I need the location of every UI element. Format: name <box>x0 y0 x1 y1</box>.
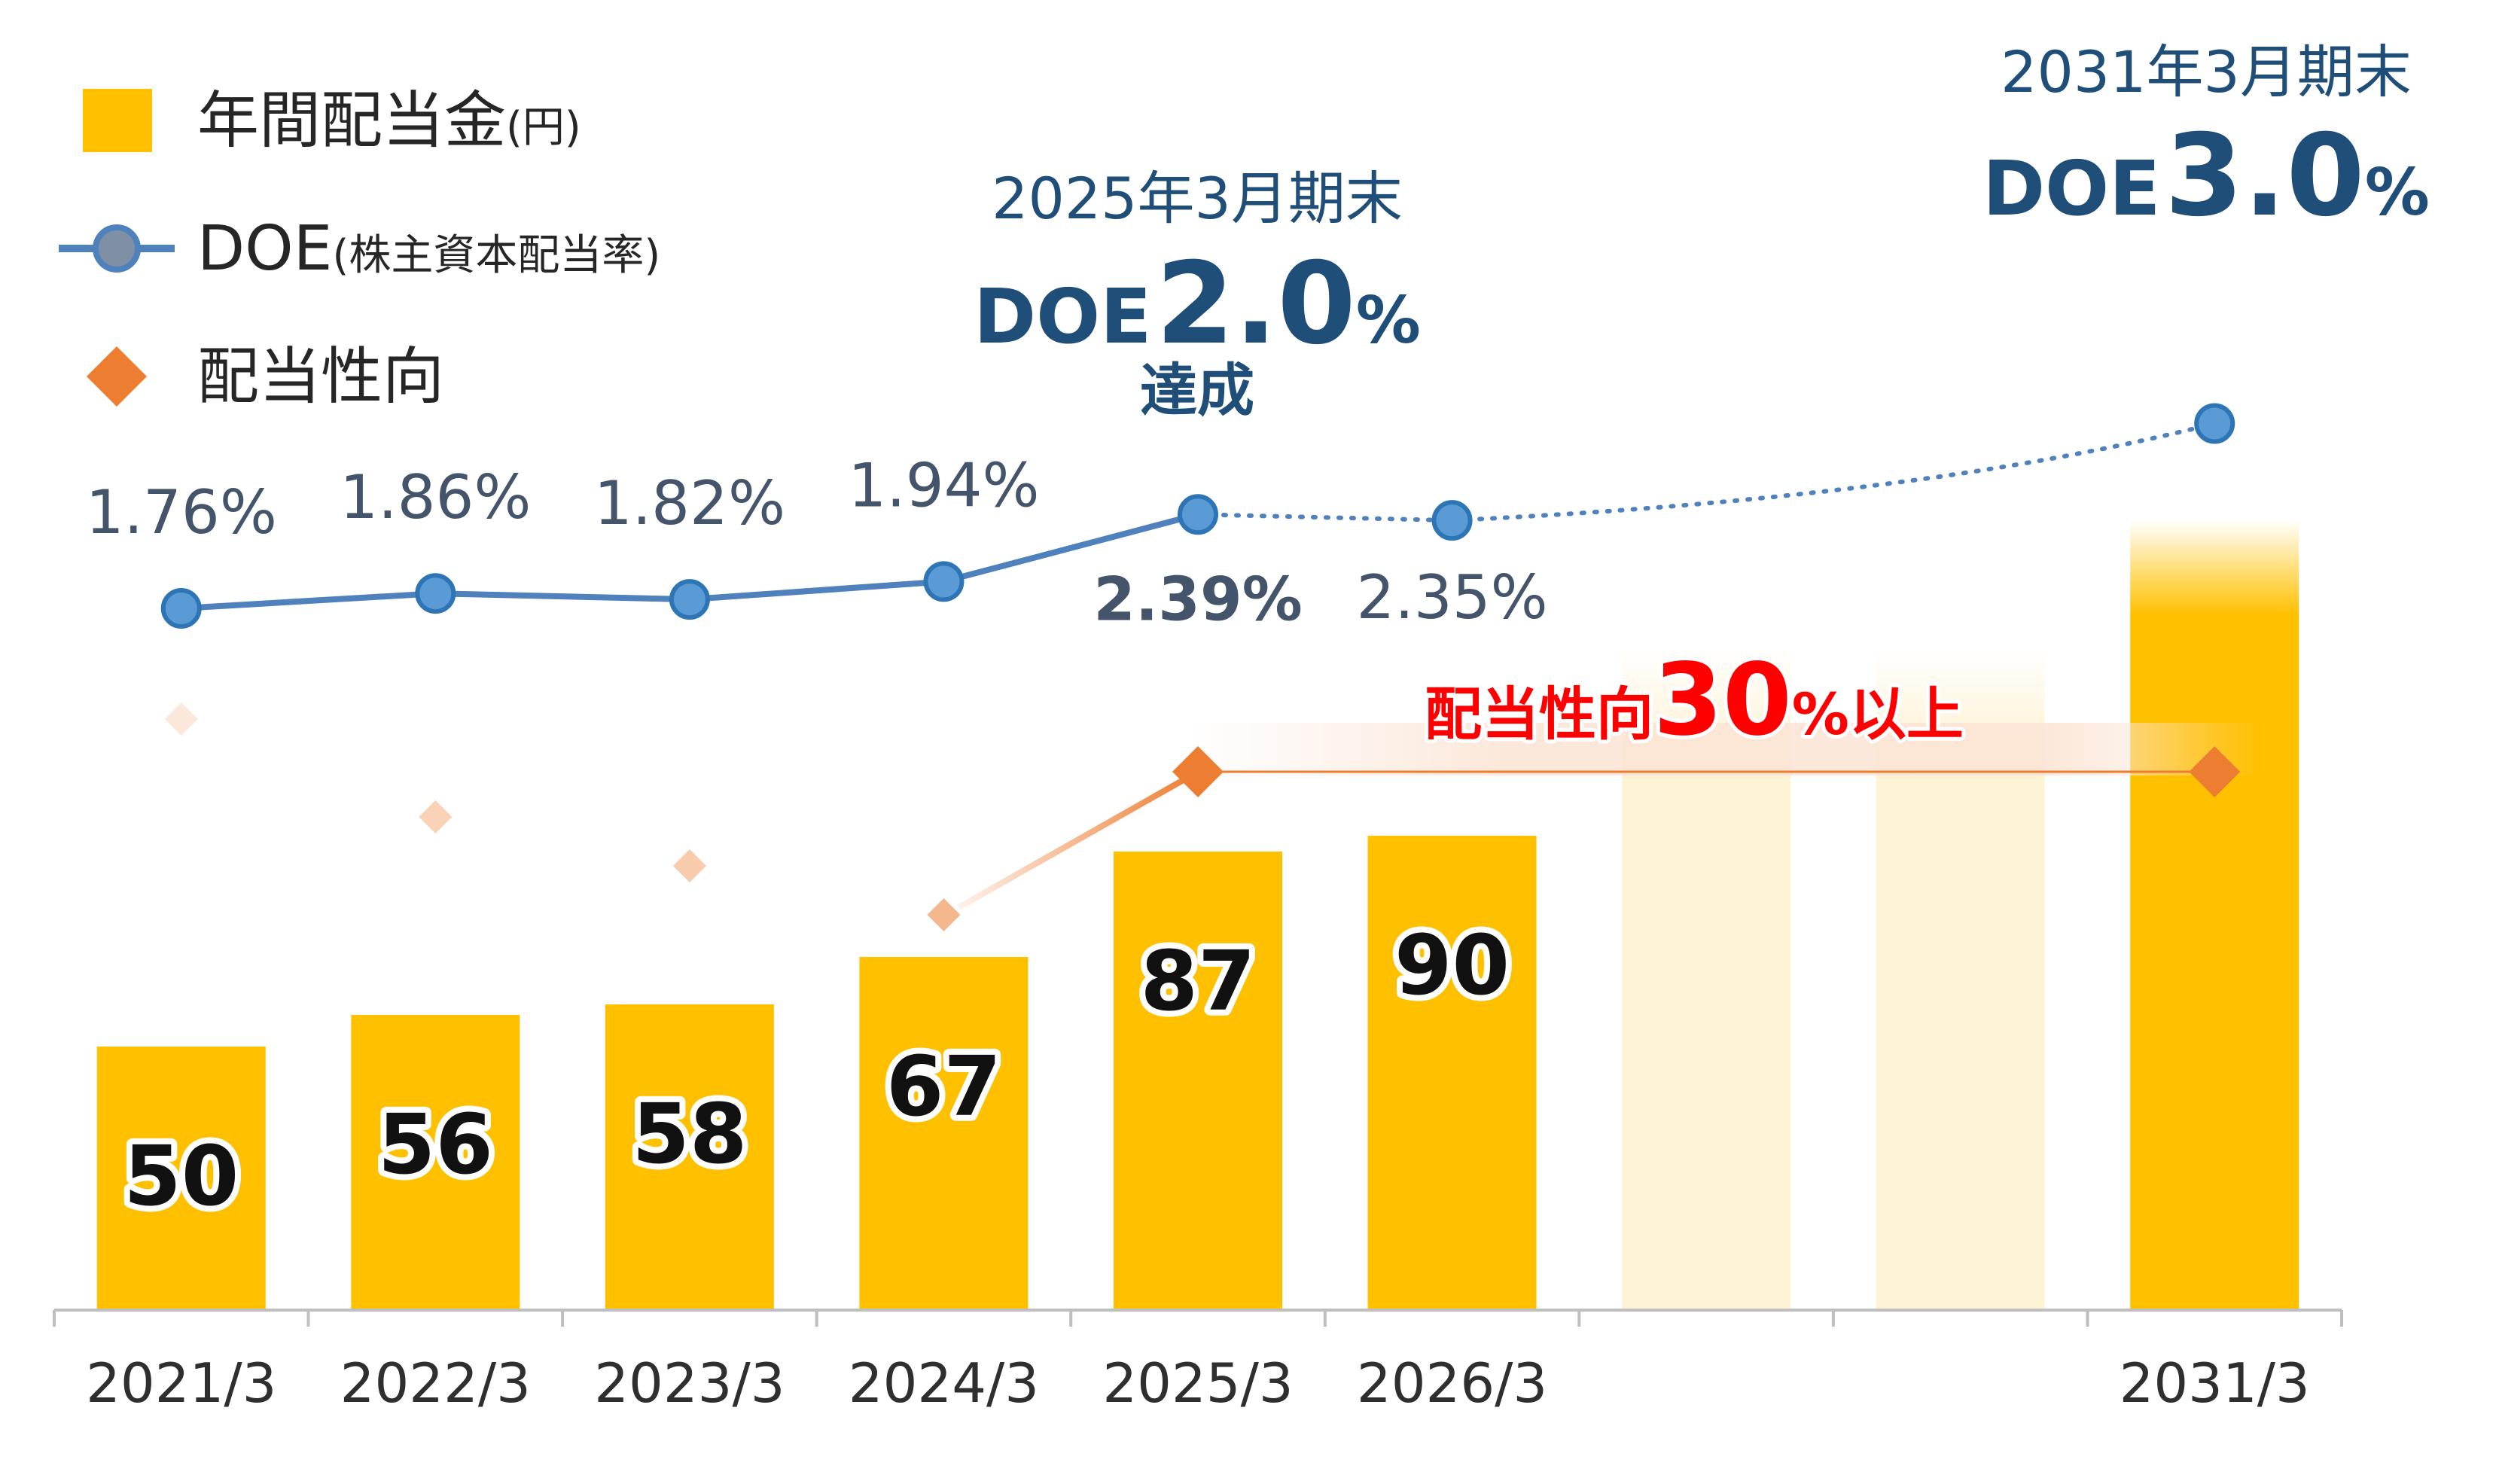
x-tick-label: 2031/3 <box>2120 1351 2310 1415</box>
target-2025-annotation: 2025年3月期末 DOE 2.0% 達成 <box>974 165 1421 424</box>
x-axis: 2021/3 2022/3 2023/3 2024/3 2025/3 2026/3 2031… <box>53 1309 2343 1415</box>
payout-series <box>164 702 2241 931</box>
dividend-bar <box>1114 852 1282 1310</box>
doe-data-label: 1.86% <box>340 462 531 532</box>
dividend-bar <box>1367 836 1537 1310</box>
dividend-bar-label: 90 <box>1394 917 1510 1013</box>
target-2031-annotation: 2031年3月期末 DOE 3.0% <box>1982 38 2430 242</box>
payout-marker <box>1172 746 1224 797</box>
doe-data-label: 1.82% <box>594 468 785 538</box>
target-2031-period: 2031年3月期末 <box>2001 38 2412 105</box>
doe-marker <box>669 579 710 620</box>
dividend-bar <box>96 1047 266 1310</box>
payout-line-rise <box>957 769 1199 910</box>
legend-dividend-label: 年間配当金(円) <box>197 85 581 157</box>
doe-marker <box>1431 500 1473 541</box>
doe-data-label: 1.76% <box>86 477 277 547</box>
target-2031-doe: DOE 3.0% <box>1982 111 2430 242</box>
ghost-bars <box>1622 520 2299 1310</box>
dividend-bar-label: 50 <box>123 1128 239 1224</box>
target-2025-doe: DOE 2.0% <box>974 239 1421 370</box>
dividend-bars <box>96 836 1537 1310</box>
dividend-bar-label: 58 <box>632 1086 747 1182</box>
dividend-bar-label: 67 <box>886 1038 1001 1135</box>
doe-marker <box>160 588 202 629</box>
doe-marker <box>2194 403 2235 444</box>
payout-band <box>1190 723 2259 776</box>
bar-labels: 50 56 58 67 87 90 <box>117 911 1516 1230</box>
legend: 年間配当金(円) DOE(株主資本配当率) 配当性向 <box>59 85 660 413</box>
legend-doe-marker <box>93 224 141 273</box>
dividend-bar-label: 56 <box>378 1096 493 1193</box>
x-tick-label: 2024/3 <box>849 1351 1039 1415</box>
target-2025-status: 達成 <box>1140 357 1254 424</box>
target-2025-period: 2025年3月期末 <box>992 165 1403 232</box>
legend-doe-label: DOE(株主資本配当率) <box>197 213 660 285</box>
x-tick-label: 2021/3 <box>86 1351 276 1415</box>
x-tick-label: 2025/3 <box>1102 1351 1293 1415</box>
doe-marker <box>1178 494 1218 535</box>
payout-marker-faded <box>927 898 961 931</box>
x-tick-label: 2023/3 <box>594 1351 785 1415</box>
doe-data-label: 1.94% <box>848 450 1039 520</box>
doe-marker <box>415 573 456 614</box>
payout-marker-faded <box>419 800 453 833</box>
doe-series: 1.76% 1.86% 1.82% 1.94% 2.39% 2.35% <box>86 403 2235 634</box>
legend-bar-swatch <box>83 89 152 152</box>
doe-data-label: 2.39% <box>1093 564 1303 634</box>
doe-line-forecast <box>1196 421 2217 523</box>
legend-payout-label: 配当性向 <box>197 341 444 413</box>
payout-marker <box>2189 746 2241 797</box>
payout-target-label: 配当性向30%以上 <box>1425 642 1964 758</box>
target-bar-2031 <box>2130 520 2299 1310</box>
x-tick-label: 2026/3 <box>1357 1351 1547 1415</box>
payout-marker-faded <box>672 849 706 882</box>
dividend-bar-label: 87 <box>1140 933 1255 1029</box>
legend-payout-marker <box>87 346 147 407</box>
x-tick-label: 2022/3 <box>340 1351 531 1415</box>
doe-marker <box>923 561 965 602</box>
dividend-bar <box>605 1004 774 1310</box>
doe-data-label: 2.35% <box>1356 562 1547 632</box>
dividend-bar <box>859 957 1029 1310</box>
dividend-bar <box>351 1015 520 1310</box>
payout-marker-faded <box>164 702 198 736</box>
